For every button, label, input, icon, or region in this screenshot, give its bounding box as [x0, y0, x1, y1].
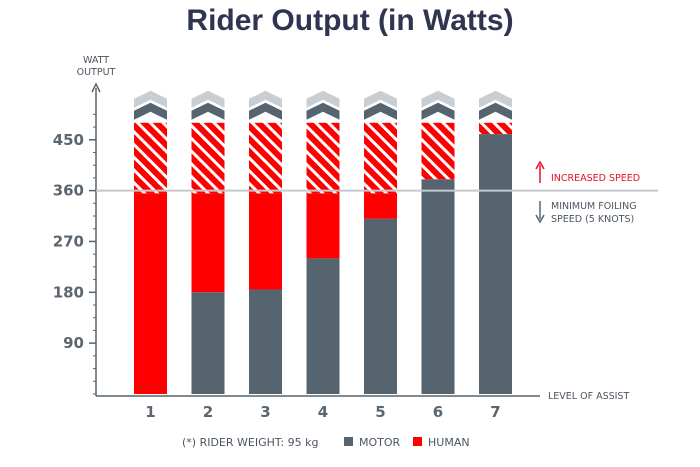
x-tick-label: 3 [260, 403, 270, 421]
motor-segment [479, 134, 512, 394]
hatched-segment [134, 122, 167, 194]
x-tick-label: 6 [433, 403, 443, 421]
chevron-light-icon [421, 90, 455, 108]
chevron-dark-icon [306, 102, 340, 120]
chevron-light-icon [479, 90, 512, 108]
chevron-dark-icon [479, 102, 512, 120]
legend-swatch-motor [344, 437, 353, 446]
chevron-light-icon [364, 90, 397, 108]
chevron-dark-icon [249, 102, 282, 120]
human-segment [191, 193, 225, 293]
y-tick-label: 90 [63, 334, 84, 352]
threshold-below-label-line2: SPEED (5 KNOTS) [551, 214, 634, 225]
human-segment [364, 193, 397, 219]
motor-segment [306, 258, 340, 394]
y-axis-title-line2: OUTPUT [77, 67, 116, 78]
y-tick-label: 450 [53, 131, 84, 149]
y-axis-title-line1: WATT [83, 55, 109, 66]
hatched-segment [479, 122, 512, 135]
chevron-dark-icon [191, 102, 225, 120]
threshold-above-label: INCREASED SPEED [551, 173, 640, 184]
y-tick-label: 360 [53, 182, 84, 200]
motor-segment [421, 179, 455, 394]
chevron-dark-icon [364, 102, 397, 120]
axes-group [89, 82, 658, 397]
threshold-below-label-line1: MINIMUM FOILING [551, 201, 637, 212]
y-tick-label: 180 [53, 283, 84, 301]
legend-label-human: HUMAN [428, 436, 470, 449]
hatched-segment [421, 122, 455, 180]
hatched-segment [364, 122, 397, 194]
chevron-dark-icon [134, 102, 167, 120]
hatched-segment [306, 122, 340, 194]
hatched-segment [191, 122, 225, 194]
up-arrowhead-icon [535, 160, 545, 170]
human-segment [249, 193, 282, 290]
down-arrowhead-icon [535, 214, 545, 224]
x-axis-title: LEVEL OF ASSIST [548, 391, 629, 402]
x-tick-label: 5 [375, 403, 385, 421]
human-segment [134, 193, 167, 394]
chevron-light-icon [191, 90, 225, 108]
chevron-light-icon [249, 90, 282, 108]
x-tick-label: 7 [490, 403, 500, 421]
hatched-segment [249, 122, 282, 194]
y-axis-arrow-icon [91, 82, 101, 93]
legend-label-motor: MOTOR [359, 436, 401, 449]
rider-weight-note: (*) RIDER WEIGHT: 95 kg [182, 436, 318, 449]
chevron-light-icon [306, 90, 340, 108]
y-tick-label: 270 [53, 232, 84, 250]
motor-segment [249, 289, 282, 394]
x-tick-label: 2 [203, 403, 213, 421]
x-tick-label: 4 [318, 403, 328, 421]
bars-group [134, 90, 512, 394]
human-segment [306, 193, 340, 259]
chevron-dark-icon [421, 102, 455, 120]
chart-title: Rider Output (in Watts) [186, 4, 514, 37]
chevron-light-icon [134, 90, 167, 108]
motor-segment [191, 292, 225, 394]
legend-swatch-human [413, 437, 422, 446]
x-tick-label: 1 [145, 403, 155, 421]
motor-segment [364, 218, 397, 394]
